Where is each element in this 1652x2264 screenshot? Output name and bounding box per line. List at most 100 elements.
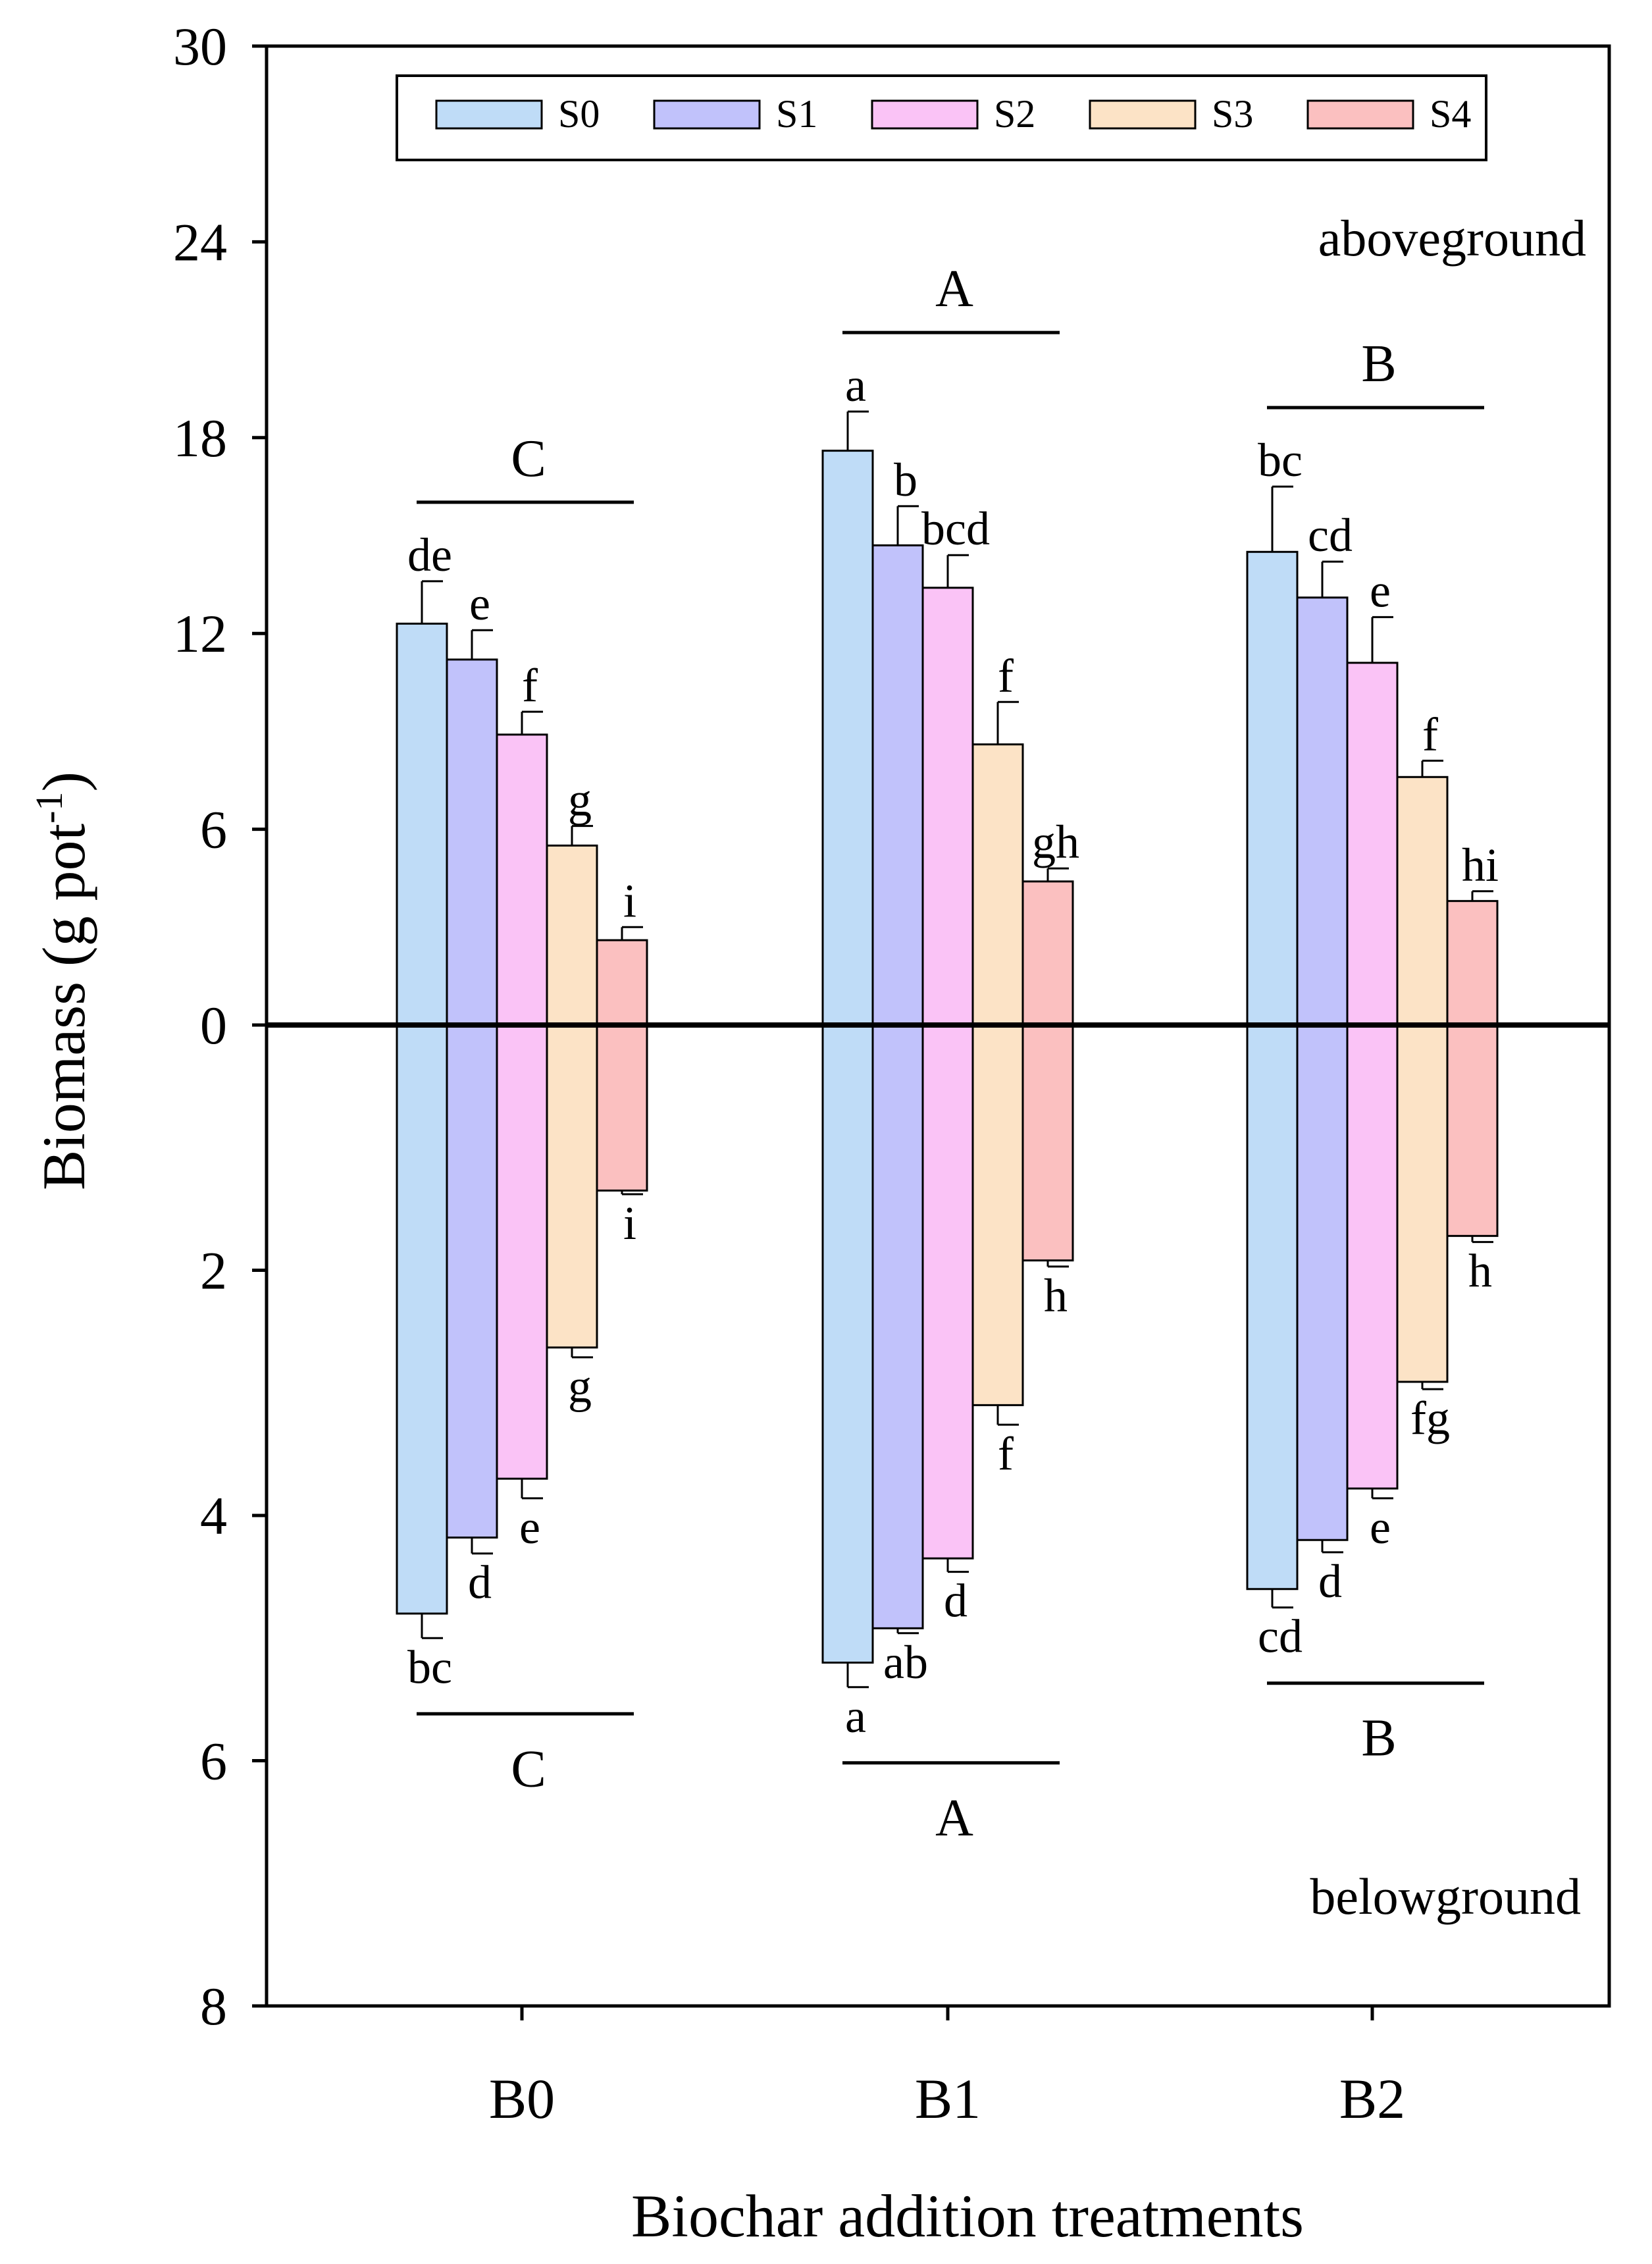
bar-below-b0-s2 [496, 1024, 548, 1480]
group-letter-above-b2: B [1361, 335, 1396, 393]
sig-letter-above: b [894, 454, 917, 506]
legend: S0 S1 S2 S3 S4 [396, 74, 1487, 161]
legend-swatch-s1 [653, 99, 761, 130]
sig-letter-above: g [568, 774, 592, 826]
bars-layer [396, 450, 1499, 1664]
sig-letter-above: e [469, 577, 490, 630]
group-letter-above-b0: C [511, 430, 546, 488]
sig-letter-above: e [1370, 564, 1391, 617]
y-tick-label-upper: 0 [200, 995, 227, 1055]
labels-layer: debcedfeggiiCCaababbcddffghhAAbccdcddeef… [407, 260, 1499, 1847]
bar-below-b2-s3 [1396, 1024, 1449, 1383]
sig-letter-above: f [1422, 708, 1438, 761]
y-axis-title-superscript: -1 [28, 792, 70, 824]
bar-above-b0-s0 [396, 622, 448, 1026]
bar-below-b2-s0 [1246, 1024, 1299, 1591]
bar-above-b0-s3 [546, 844, 598, 1026]
sig-letter-above: a [845, 359, 866, 411]
bar-above-b0-s2 [496, 733, 548, 1026]
bar-above-b1-s0 [821, 450, 874, 1026]
sig-letter-above: de [407, 529, 452, 581]
x-axis-title: Biochar addition treatments [631, 2182, 1304, 2250]
legend-swatch-s4 [1306, 99, 1414, 130]
sig-letter-below: g [568, 1360, 592, 1413]
bar-below-b2-s4 [1446, 1024, 1499, 1237]
y-tick-label-upper: 6 [200, 800, 227, 860]
x-tick-label-b1: B1 [915, 2067, 981, 2130]
bar-above-b1-s1 [871, 544, 924, 1026]
bar-below-b1-s4 [1021, 1024, 1074, 1262]
sig-letter-below: a [845, 1690, 866, 1743]
sig-letter-below: e [1370, 1501, 1391, 1554]
bar-below-b0-s1 [446, 1024, 498, 1539]
group-letter-below-b2: B [1361, 1710, 1396, 1768]
sig-letter-below: d [944, 1575, 968, 1627]
sig-letter-below: cd [1258, 1610, 1303, 1663]
bar-below-b1-s1 [871, 1024, 924, 1629]
sig-letter-below: bc [407, 1641, 452, 1693]
bar-above-b0-s1 [446, 658, 498, 1026]
bar-above-b2-s4 [1446, 900, 1499, 1026]
group-letter-below-b1: A [935, 1789, 973, 1847]
sig-letter-below: d [1318, 1555, 1342, 1608]
legend-label-s0: S0 [558, 92, 600, 136]
sig-letter-above: f [998, 649, 1014, 702]
error-bars-layer [421, 410, 1493, 1689]
bar-above-b1-s4 [1021, 880, 1074, 1026]
legend-swatch-s0 [435, 99, 543, 130]
sig-letter-below: h [1468, 1245, 1492, 1298]
sig-letter-above: f [522, 659, 538, 712]
y-tick-label-upper: 24 [173, 212, 227, 272]
sig-letter-above: gh [1032, 816, 1079, 868]
bar-above-b1-s2 [921, 587, 974, 1026]
aboveground-label: aboveground [1318, 209, 1586, 267]
legend-label-s1: S1 [776, 92, 817, 136]
x-tick-label-b2: B2 [1339, 2067, 1405, 2130]
legend-label-s2: S2 [994, 92, 1035, 136]
sig-letter-below: f [998, 1427, 1014, 1480]
bar-below-b1-s2 [921, 1024, 974, 1560]
bar-below-b1-s3 [971, 1024, 1024, 1406]
legend-label-s4: S4 [1430, 92, 1471, 136]
bar-below-b1-s0 [821, 1024, 874, 1664]
bar-below-b0-s3 [546, 1024, 598, 1349]
sig-letter-below: ab [883, 1636, 928, 1689]
sig-letter-below: h [1044, 1269, 1068, 1322]
sig-letter-below: i [623, 1197, 636, 1250]
legend-label-s3: S3 [1212, 92, 1253, 136]
sig-letter-above: cd [1308, 509, 1353, 562]
sig-letter-above: hi [1462, 839, 1499, 891]
bar-above-b2-s1 [1296, 596, 1349, 1026]
belowground-label: belowground [1310, 1868, 1581, 1925]
sig-letter-above: bcd [921, 502, 990, 555]
y-axis-title-main: Biomass (g pot [30, 823, 97, 1190]
y-tick-label-lower: 4 [200, 1486, 227, 1546]
y-axis-title: Biomass (g pot-1) [28, 772, 97, 1190]
sig-letter-below: e [519, 1501, 540, 1554]
bar-above-b2-s3 [1396, 776, 1449, 1026]
x-tick-label-b0: B0 [489, 2067, 555, 2130]
legend-box [396, 74, 1487, 161]
legend-swatch-s2 [871, 99, 979, 130]
y-tick-label-lower: 6 [200, 1731, 227, 1791]
bar-below-b2-s2 [1346, 1024, 1399, 1490]
bar-above-b1-s3 [971, 743, 1024, 1026]
y-axis-title-close: ) [30, 772, 97, 792]
bar-below-b2-s1 [1296, 1024, 1349, 1541]
bar-above-b2-s0 [1246, 550, 1299, 1026]
legend-swatch-s3 [1089, 99, 1197, 130]
y-tick-label-upper: 18 [173, 408, 227, 468]
group-letter-above-b1: A [935, 260, 973, 318]
sig-letter-above: i [623, 874, 636, 927]
y-tick-label-upper: 12 [173, 604, 227, 664]
y-tick-label-lower: 2 [200, 1241, 227, 1301]
sig-letter-above: bc [1258, 434, 1303, 487]
bar-below-b0-s0 [396, 1024, 448, 1615]
sig-letter-below: d [468, 1556, 492, 1609]
bar-above-b0-s4 [596, 939, 648, 1026]
bar-above-b2-s2 [1346, 662, 1399, 1026]
bar-below-b0-s4 [596, 1024, 648, 1192]
y-tick-label-upper: 30 [173, 16, 227, 76]
y-tick-label-lower: 8 [200, 1976, 227, 2036]
